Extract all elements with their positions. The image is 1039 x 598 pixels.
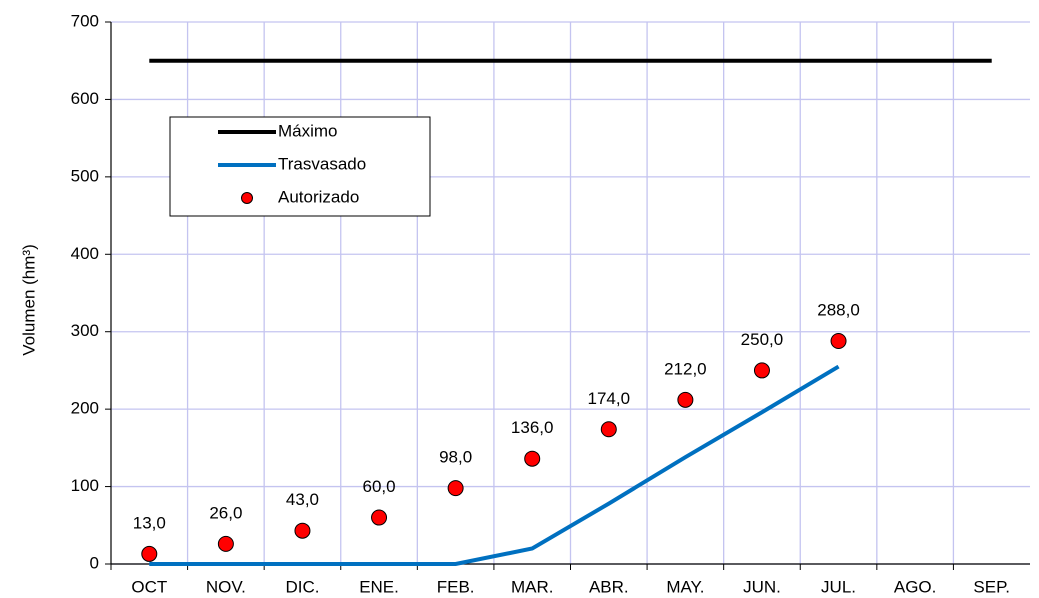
legend-box bbox=[169, 116, 431, 217]
y-tick-label: 0 bbox=[90, 553, 99, 572]
y-axis-label: Volumen (hm³) bbox=[19, 244, 38, 355]
data-label: 288,0 bbox=[817, 300, 860, 319]
x-tick-label: ABR. bbox=[589, 577, 629, 596]
x-tick-label: ENE. bbox=[359, 577, 399, 596]
data-label: 26,0 bbox=[209, 503, 242, 522]
x-tick-label: MAR. bbox=[511, 577, 554, 596]
data-point bbox=[447, 480, 464, 497]
data-label: 174,0 bbox=[588, 389, 631, 408]
data-point bbox=[217, 535, 234, 552]
data-point bbox=[677, 391, 694, 408]
x-tick-label: NOV. bbox=[206, 577, 246, 596]
x-tick-label: AGO. bbox=[894, 577, 937, 596]
data-point bbox=[524, 450, 541, 467]
x-tick-label: DIC. bbox=[285, 577, 319, 596]
x-tick-label: JUL. bbox=[821, 577, 856, 596]
y-tick-label: 600 bbox=[71, 89, 99, 108]
data-point bbox=[371, 509, 388, 526]
data-label: 43,0 bbox=[286, 490, 319, 509]
data-point bbox=[600, 421, 617, 438]
x-tick-label: MAY. bbox=[666, 577, 704, 596]
x-tick-label: FEB. bbox=[437, 577, 475, 596]
data-label: 250,0 bbox=[741, 330, 784, 349]
data-point bbox=[830, 333, 847, 350]
data-label: 212,0 bbox=[664, 359, 707, 378]
legend-label: Máximo bbox=[278, 121, 338, 140]
y-tick-label: 500 bbox=[71, 166, 99, 185]
y-tick-label: 100 bbox=[71, 476, 99, 495]
legend-swatch bbox=[241, 192, 253, 204]
x-tick-label: SEP. bbox=[973, 577, 1010, 596]
y-tick-label: 200 bbox=[71, 399, 99, 418]
x-tick-label: JUN. bbox=[743, 577, 781, 596]
data-label: 13,0 bbox=[133, 513, 166, 532]
y-tick-label: 400 bbox=[71, 244, 99, 263]
data-point bbox=[294, 522, 311, 539]
legend-label: Autorizado bbox=[278, 187, 359, 206]
data-label: 98,0 bbox=[439, 448, 472, 467]
data-label: 136,0 bbox=[511, 418, 554, 437]
data-label: 60,0 bbox=[362, 477, 395, 496]
y-tick-label: 300 bbox=[71, 321, 99, 340]
y-tick-label: 700 bbox=[71, 11, 99, 30]
data-point bbox=[753, 362, 770, 379]
legend-label: Trasvasado bbox=[278, 154, 366, 173]
data-point bbox=[141, 545, 158, 562]
series-line bbox=[149, 364, 840, 566]
x-tick-label: OCT bbox=[131, 577, 167, 596]
